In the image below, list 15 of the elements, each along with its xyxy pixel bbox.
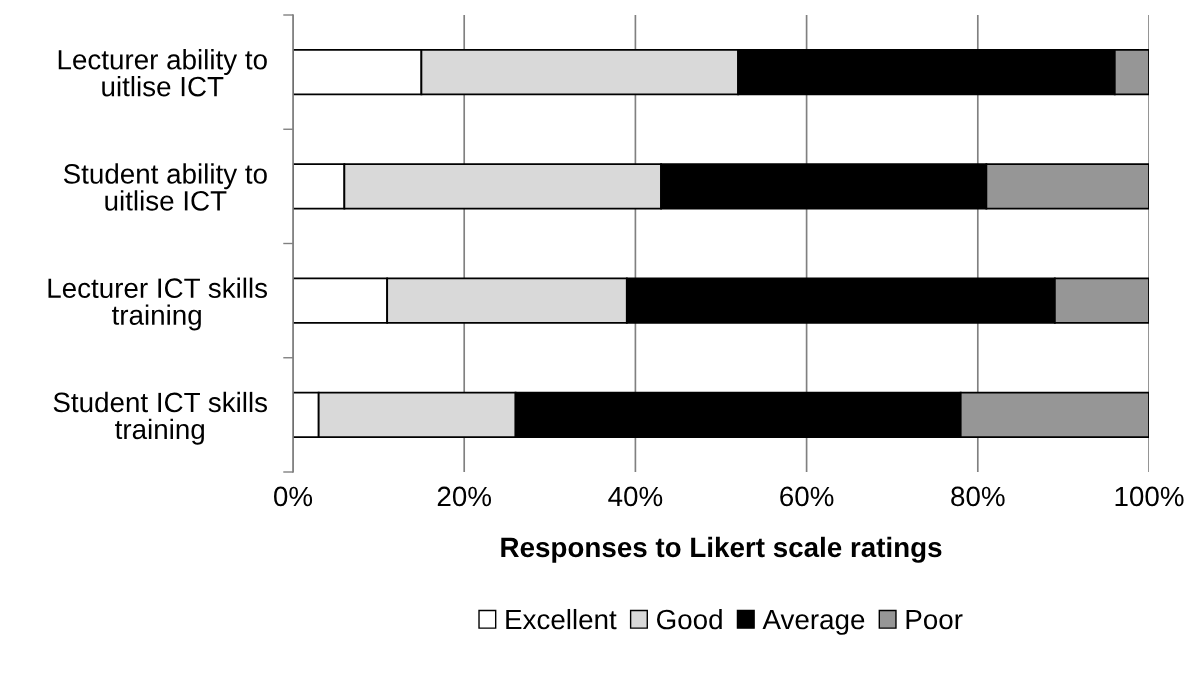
x-tick-label: 0% [274,486,313,507]
legend-label: Good [657,608,722,630]
x-axis-title: Responses to Likert scale ratings [501,536,942,563]
x-tick-label: 100% [1115,486,1184,507]
y-tick-label: Student ICT skills training [53,391,268,445]
legend-label: Excellent [506,608,617,630]
y-tick-label: Lecturer ICT skills training [48,277,268,331]
x-tick-label: 20% [437,486,492,507]
x-tick-label: 80% [951,486,1005,507]
y-tick-label: Student ability to uitlise ICT [63,163,267,211]
x-tick-label: 60% [780,486,834,507]
y-tick-label: Lecturer ability to uitlise ICT [58,49,267,97]
legend-label: Poor [906,609,963,630]
x-tick-label: 40% [608,486,663,507]
legend-label: Average [762,609,865,635]
